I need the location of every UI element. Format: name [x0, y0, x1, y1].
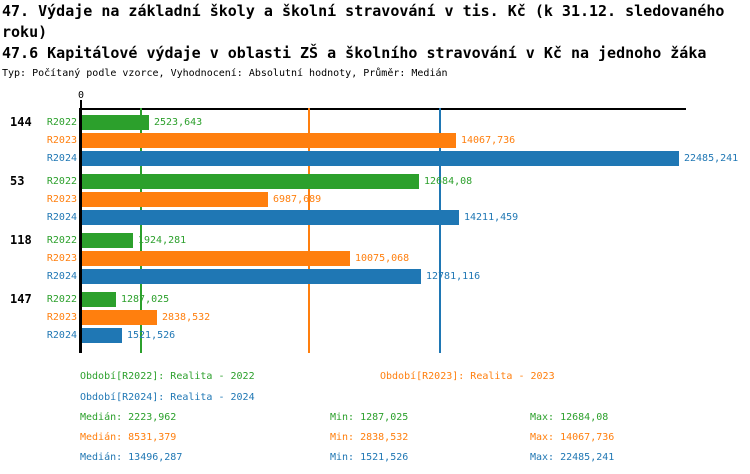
series-row-label-r2024: R2024 [46, 212, 77, 223]
stat-median-r2023: Medián: 8531,379 [80, 432, 177, 443]
legend-item-r2023: Období[R2023]: Realita - 2023 [380, 371, 555, 382]
bar-144-r2022 [82, 115, 149, 130]
bar-value-label: 12684,08 [424, 176, 473, 187]
bar-118-r2024 [82, 269, 421, 284]
bar-value-label: 1521,526 [127, 330, 176, 341]
series-row-label-r2023: R2023 [46, 312, 77, 323]
bar-value-label: 10075,068 [355, 253, 410, 264]
series-row-label-r2022: R2022 [46, 294, 77, 305]
bar-value-label: 1287,025 [121, 294, 170, 305]
stat-max-r2023: Max: 14067,736 [530, 432, 615, 443]
category-label: 53 [10, 174, 25, 188]
x-axis-zero-tick [80, 100, 82, 108]
chart-subtitle: 47.6 Kapitálové výdaje v oblasti ZŠ a šk… [2, 44, 707, 62]
bar-value-label: 2523,643 [154, 117, 203, 128]
legend-item-r2022: Období[R2022]: Realita - 2022 [80, 371, 255, 382]
series-row-label-r2024: R2024 [46, 271, 77, 282]
bar-118-r2022 [82, 233, 133, 248]
bar-value-label: 14067,736 [461, 135, 516, 146]
bar-118-r2023 [82, 251, 350, 266]
stat-min-r2024: Min: 1521,526 [330, 452, 409, 463]
bar-53-r2024 [82, 210, 459, 225]
bar-value-label: 1924,281 [138, 235, 187, 246]
series-row-label-r2022: R2022 [46, 117, 77, 128]
bar-144-r2023 [82, 133, 456, 148]
median-gridline-r2024 [439, 108, 441, 353]
category-label: 144 [10, 115, 32, 129]
bar-value-label: 2838,532 [162, 312, 211, 323]
bar-147-r2022 [82, 292, 116, 307]
series-row-label-r2023: R2023 [46, 194, 77, 205]
median-gridline-r2023 [308, 108, 310, 353]
series-row-label-r2022: R2022 [46, 235, 77, 246]
x-axis-zero-label: 0 [77, 90, 85, 101]
category-label: 118 [10, 233, 32, 247]
bar-53-r2022 [82, 174, 419, 189]
chart-title-line2: roku) [2, 23, 48, 41]
bar-53-r2023 [82, 192, 268, 207]
series-row-label-r2024: R2024 [46, 153, 77, 164]
median-gridline-r2022 [140, 108, 142, 353]
bar-144-r2024 [82, 151, 679, 166]
series-row-label-r2023: R2023 [46, 135, 77, 146]
bar-value-label: 12781,116 [426, 271, 481, 282]
bar-147-r2023 [82, 310, 157, 325]
legend-item-r2024: Období[R2024]: Realita - 2024 [80, 392, 255, 403]
x-axis-line [81, 108, 686, 110]
stat-max-r2024: Max: 22485,241 [530, 452, 615, 463]
category-label: 147 [10, 292, 32, 306]
y-axis-line [79, 108, 82, 353]
chart-meta-line: Typ: Počítaný podle vzorce, Vyhodnocení:… [2, 68, 448, 79]
series-row-label-r2022: R2022 [46, 176, 77, 187]
bar-value-label: 6987,689 [273, 194, 322, 205]
stat-max-r2022: Max: 12684,08 [530, 412, 609, 423]
bar-value-label: 22485,241 [684, 153, 739, 164]
stat-min-r2023: Min: 2838,532 [330, 432, 409, 443]
series-row-label-r2023: R2023 [46, 253, 77, 264]
stat-min-r2022: Min: 1287,025 [330, 412, 409, 423]
stat-median-r2024: Medián: 13496,287 [80, 452, 183, 463]
series-row-label-r2024: R2024 [46, 330, 77, 341]
stat-median-r2022: Medián: 2223,962 [80, 412, 177, 423]
chart-title-line1: 47. Výdaje na základní školy a školní st… [2, 2, 725, 20]
bar-value-label: 14211,459 [464, 212, 519, 223]
bar-147-r2024 [82, 328, 122, 343]
